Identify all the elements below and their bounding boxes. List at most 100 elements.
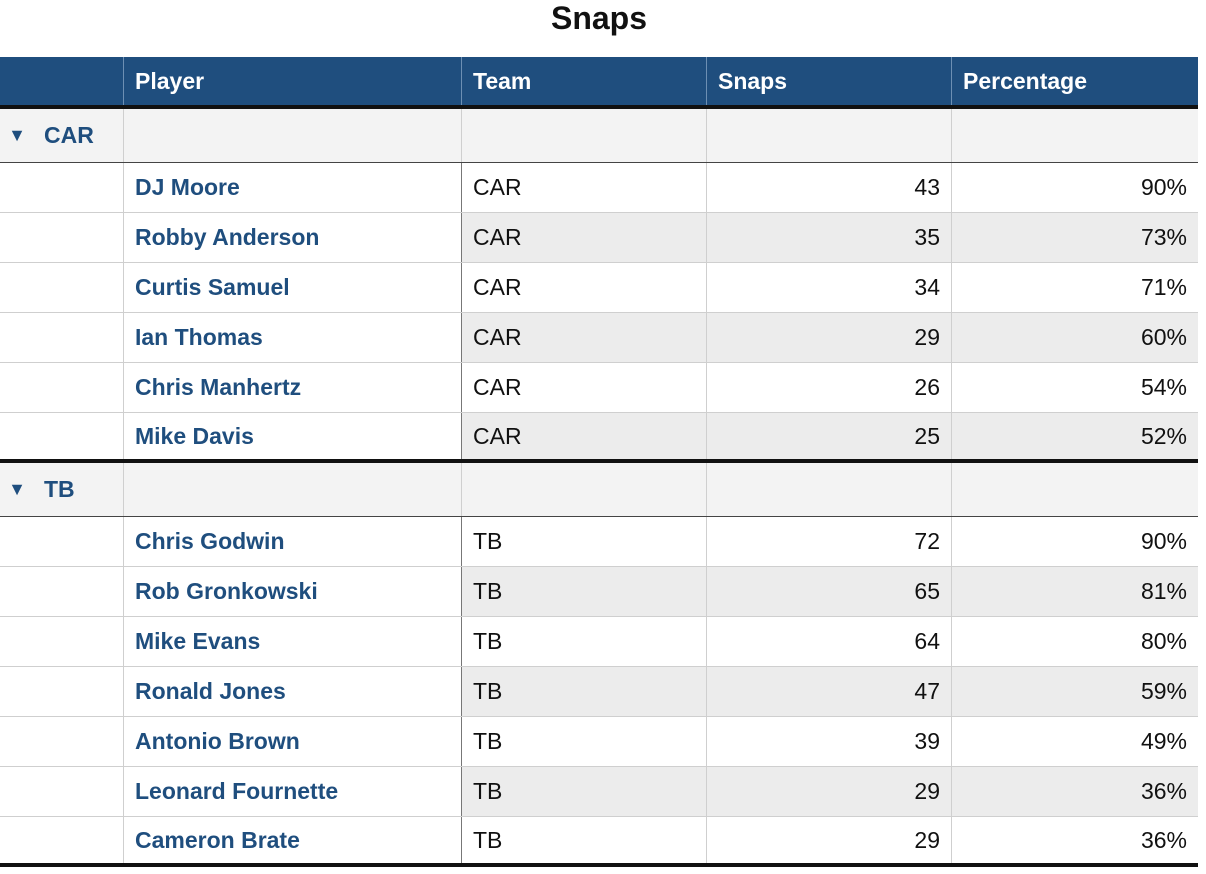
team-cell[interactable]: TB [462, 517, 707, 566]
percentage-cell[interactable]: 54% [1140, 374, 1187, 400]
team-cell[interactable]: TB [462, 567, 707, 616]
snaps-cell[interactable]: 65 [707, 567, 952, 616]
group-cell-empty [124, 109, 462, 162]
table-row[interactable]: Mike Evans TB 64 80% [0, 617, 1198, 667]
percentage-cell[interactable]: 73% [952, 213, 1198, 262]
team-cell[interactable]: TB [462, 667, 707, 716]
header-cell-team[interactable]: Team [462, 57, 707, 105]
group-label: TB [44, 476, 75, 502]
player-name-cell[interactable]: Leonard Fournette [124, 767, 462, 816]
team-cell[interactable]: TB [462, 617, 707, 666]
table-row[interactable]: Robby Anderson CAR 35 73% [0, 213, 1198, 263]
snaps-cell[interactable]: 25 [707, 413, 952, 459]
table-row[interactable]: Curtis Samuel CAR 34 71% [0, 263, 1198, 313]
table-row[interactable]: DJ Moore CAR 43 90% [0, 163, 1198, 213]
snaps-cell[interactable]: 35 [707, 213, 952, 262]
header-cell-blank [0, 57, 124, 105]
table-title: Snaps [550, 0, 648, 36]
group-toggle[interactable]: ▼ TB [0, 463, 124, 516]
row-spacer-cell [0, 413, 124, 459]
disclosure-triangle-down-icon[interactable]: ▼ [8, 125, 26, 145]
player-name-cell[interactable]: Mike Davis [124, 413, 462, 459]
snaps-cell[interactable]: 29 [707, 817, 952, 863]
player-name-cell[interactable]: Rob Gronkowski [124, 567, 462, 616]
row-spacer-cell [0, 363, 124, 412]
percentage-cell[interactable]: 90% [1140, 528, 1187, 554]
snaps-table: Player Team Snaps Percentage ▼ CAR DJ Moor… [0, 57, 1198, 867]
group-toggle[interactable]: ▼ CAR [0, 109, 124, 162]
row-spacer-cell [0, 163, 124, 212]
team-cell[interactable]: CAR [462, 163, 707, 212]
player-name-cell[interactable]: Chris Godwin [124, 517, 462, 566]
percentage-cell[interactable]: 60% [952, 313, 1198, 362]
row-spacer-cell [0, 517, 124, 566]
team-cell[interactable]: TB [462, 817, 707, 863]
percentage-cell[interactable]: 49% [1140, 728, 1187, 754]
group-row-tb[interactable]: ▼ TB [0, 463, 1198, 517]
header-cell-snaps[interactable]: Snaps [707, 57, 952, 105]
table-row[interactable]: Cameron Brate TB 29 36% [0, 817, 1198, 867]
percentage-cell[interactable]: 36% [1140, 826, 1187, 853]
percentage-cell[interactable]: 80% [1140, 628, 1187, 654]
group-cell-empty [952, 109, 1198, 162]
snaps-cell[interactable]: 34 [707, 263, 952, 312]
snaps-cell[interactable]: 64 [707, 617, 952, 666]
table-row[interactable]: Chris Godwin TB 72 90% [0, 517, 1198, 567]
player-name-cell[interactable]: Curtis Samuel [124, 263, 462, 312]
player-name-cell[interactable]: Ian Thomas [124, 313, 462, 362]
table-header-row: Player Team Snaps Percentage [0, 57, 1198, 109]
row-spacer-cell [0, 817, 124, 863]
player-name-cell[interactable]: Chris Manhertz [124, 363, 462, 412]
table-row[interactable]: Ronald Jones TB 47 59% [0, 667, 1198, 717]
table-row[interactable]: Antonio Brown TB 39 49% [0, 717, 1198, 767]
team-cell[interactable]: CAR [462, 363, 707, 412]
team-cell[interactable]: TB [462, 717, 707, 766]
row-spacer-cell [0, 717, 124, 766]
table-row[interactable]: Leonard Fournette TB 29 36% [0, 767, 1198, 817]
player-name-cell[interactable]: Ronald Jones [124, 667, 462, 716]
percentage-cell[interactable]: 90% [1140, 174, 1187, 200]
table-row[interactable]: Chris Manhertz CAR 26 54% [0, 363, 1198, 413]
group-label: CAR [44, 122, 94, 148]
team-cell[interactable]: CAR [462, 313, 707, 362]
disclosure-triangle-down-icon[interactable]: ▼ [8, 479, 26, 499]
player-name-cell[interactable]: Mike Evans [124, 617, 462, 666]
percentage-cell[interactable]: 36% [952, 767, 1198, 816]
player-name-cell[interactable]: Robby Anderson [124, 213, 462, 262]
group-cell-empty [952, 463, 1198, 516]
team-cell[interactable]: CAR [462, 413, 707, 459]
snaps-cell[interactable]: 47 [707, 667, 952, 716]
percentage-cell[interactable]: 71% [1140, 274, 1187, 300]
snaps-cell[interactable]: 29 [707, 313, 952, 362]
header-cell-percentage[interactable]: Percentage [963, 67, 1088, 94]
row-spacer-cell [0, 263, 124, 312]
team-cell[interactable]: CAR [462, 263, 707, 312]
snaps-cell[interactable]: 29 [707, 767, 952, 816]
table-row[interactable]: Mike Davis CAR 25 52% [0, 413, 1198, 463]
percentage-cell[interactable]: 52% [952, 413, 1198, 459]
snaps-cell[interactable]: 72 [707, 517, 952, 566]
table-row[interactable]: Rob Gronkowski TB 65 81% [0, 567, 1198, 617]
row-spacer-cell [0, 667, 124, 716]
row-spacer-cell [0, 567, 124, 616]
player-name-cell[interactable]: Antonio Brown [124, 717, 462, 766]
percentage-cell[interactable]: 59% [952, 667, 1198, 716]
table-row[interactable]: Ian Thomas CAR 29 60% [0, 313, 1198, 363]
snaps-cell[interactable]: 39 [707, 717, 952, 766]
team-cell[interactable]: CAR [462, 213, 707, 262]
group-cell-empty [462, 109, 707, 162]
player-name-cell[interactable]: Cameron Brate [124, 817, 462, 863]
group-row-car[interactable]: ▼ CAR [0, 109, 1198, 163]
group-cell-empty [707, 463, 952, 516]
team-cell[interactable]: TB [462, 767, 707, 816]
header-cell-player[interactable]: Player [124, 57, 462, 105]
group-cell-empty [124, 463, 462, 516]
snaps-cell[interactable]: 26 [707, 363, 952, 412]
group-cell-empty [462, 463, 707, 516]
group-cell-empty [707, 109, 952, 162]
row-spacer-cell [0, 617, 124, 666]
player-name-cell[interactable]: DJ Moore [124, 163, 462, 212]
percentage-cell[interactable]: 81% [952, 567, 1198, 616]
snaps-cell[interactable]: 43 [707, 163, 952, 212]
